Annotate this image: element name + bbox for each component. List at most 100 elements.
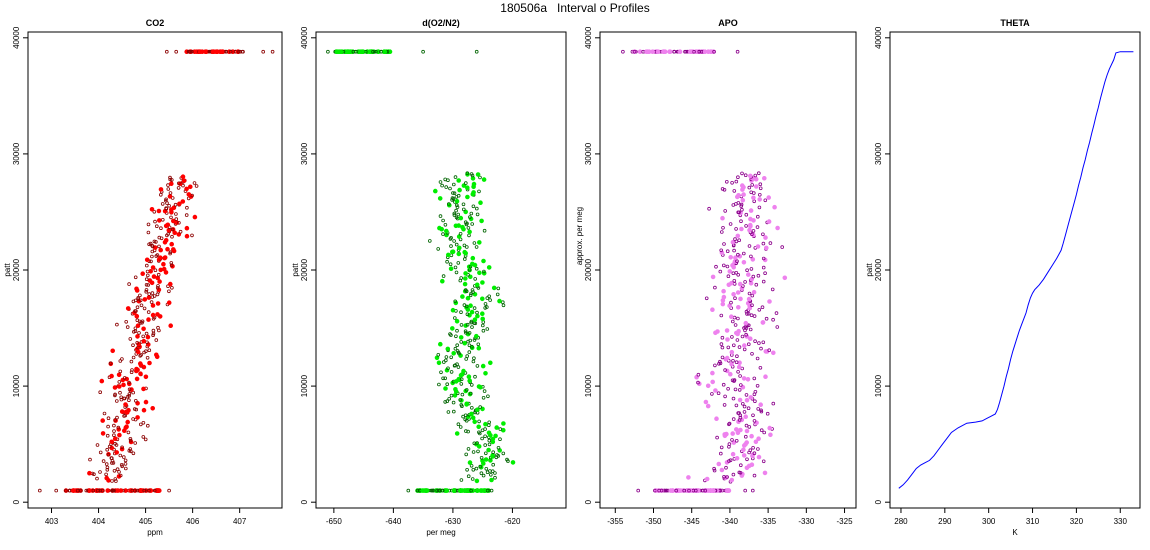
data-point — [115, 488, 121, 493]
data-point — [752, 199, 756, 204]
data-point — [138, 293, 142, 298]
data-point — [152, 210, 157, 214]
data-point — [192, 181, 197, 185]
data-point — [106, 452, 111, 457]
data-point — [476, 240, 482, 245]
data-point — [133, 275, 138, 280]
data-point — [752, 451, 757, 456]
data-point — [749, 254, 753, 259]
data-point — [743, 414, 748, 420]
data-point — [131, 355, 136, 360]
data-point — [734, 455, 740, 461]
data-point — [750, 303, 754, 308]
data-point — [471, 181, 477, 187]
data-point — [465, 194, 470, 200]
data-point — [466, 374, 472, 380]
data-point — [454, 431, 460, 436]
data-point — [169, 241, 175, 247]
data-point — [468, 293, 473, 298]
data-point — [744, 397, 750, 403]
data-point — [743, 173, 748, 178]
data-point — [736, 369, 740, 374]
data-point — [112, 433, 116, 438]
data-point — [477, 430, 481, 435]
data-point — [486, 423, 491, 428]
data-point — [64, 488, 68, 493]
data-point — [441, 274, 446, 278]
data-point — [738, 415, 743, 420]
theta-series-line — [898, 51, 1134, 489]
data-point — [729, 361, 734, 367]
data-point — [733, 323, 738, 327]
data-point — [687, 488, 691, 493]
data-point — [169, 261, 174, 265]
data-point — [445, 259, 449, 264]
data-point — [459, 377, 464, 382]
data-point — [236, 49, 241, 54]
data-point — [744, 334, 750, 339]
data-point — [761, 459, 766, 464]
data-point — [124, 466, 128, 471]
data-point — [684, 49, 688, 54]
data-point — [747, 185, 752, 190]
data-point — [724, 431, 729, 437]
data-point — [745, 312, 749, 316]
data-point — [443, 358, 448, 363]
data-point — [134, 366, 139, 372]
y-tick-label: 40000 — [874, 26, 883, 49]
data-point — [757, 341, 761, 345]
data-point — [755, 356, 760, 361]
data-point — [84, 488, 89, 493]
data-point — [490, 469, 495, 474]
data-point — [160, 202, 165, 206]
data-point — [146, 222, 151, 227]
data-point — [145, 355, 150, 360]
data-point — [489, 477, 494, 483]
data-point — [500, 300, 505, 305]
y-tick-label: 20000 — [12, 258, 21, 281]
data-point — [750, 257, 756, 262]
x-tick-label: -355 — [607, 517, 624, 526]
data-point — [762, 470, 768, 476]
data-point — [735, 49, 740, 54]
data-point — [741, 343, 747, 348]
data-point — [345, 49, 351, 54]
data-point — [480, 280, 485, 285]
data-point — [131, 451, 136, 456]
data-point — [455, 343, 460, 348]
data-point — [110, 348, 115, 354]
data-point — [150, 291, 155, 295]
data-point — [465, 354, 470, 358]
data-point — [75, 488, 80, 493]
y-axis: 0 10000 20000 30000 40000 patt — [291, 26, 316, 504]
x-axis: -355 -350 -345 -340 -335 -330 -325 approx. per … — [575, 207, 853, 526]
data-point — [145, 334, 151, 340]
data-point — [727, 303, 732, 309]
data-point — [467, 229, 472, 235]
data-point — [174, 49, 179, 54]
data-point — [106, 416, 111, 421]
data-point — [752, 314, 757, 318]
data-point — [751, 195, 756, 201]
data-point — [734, 438, 739, 443]
data-point — [155, 301, 161, 306]
x-axis-label: ppm — [147, 528, 163, 537]
data-point — [753, 184, 759, 189]
data-point — [127, 393, 131, 398]
data-point — [448, 186, 452, 191]
data-point — [696, 372, 701, 377]
data-point — [719, 230, 724, 234]
data-point — [474, 282, 480, 288]
data-point — [127, 380, 131, 385]
data-point — [687, 49, 693, 54]
data-point — [737, 470, 742, 475]
data-point — [109, 439, 114, 445]
data-point — [144, 288, 149, 292]
data-point — [757, 205, 762, 210]
data-point — [774, 311, 779, 315]
data-point — [150, 254, 154, 259]
data-point — [468, 303, 473, 309]
data-point — [757, 307, 762, 312]
data-point — [490, 436, 496, 442]
data-point — [744, 393, 749, 397]
